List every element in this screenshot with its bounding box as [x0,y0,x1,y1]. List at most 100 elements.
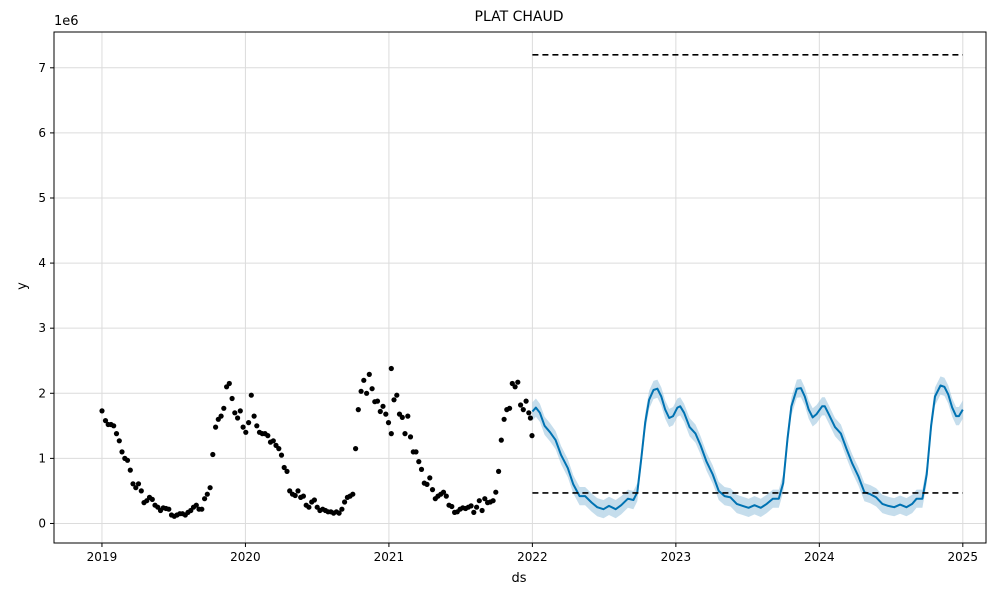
observed-point [490,498,496,504]
observed-point [468,503,474,509]
observed-point [102,418,109,424]
grid-lines [54,32,986,543]
observed-point [407,434,414,440]
observed-point [413,449,419,455]
observed-point [518,402,524,408]
plot-frame [53,31,987,544]
observed-point [405,413,411,419]
observed-point [193,502,199,508]
x-tick-label: 2021 [374,550,405,564]
observed-point [251,413,257,419]
observed-point [292,492,298,499]
y-tick-label: 1 [38,451,46,465]
observed-point [377,408,383,415]
observed-point [135,481,142,487]
observed-point [265,433,271,439]
observed-point [149,496,155,502]
observed-point [416,459,422,465]
y-tick-label: 7 [38,61,46,75]
x-tick-label: 2024 [804,550,835,564]
observed-point [300,493,306,499]
observed-point [240,424,246,430]
observed-point [130,481,136,487]
y-tick-label: 4 [38,256,46,270]
observed-point [295,488,301,494]
axes-frame [53,31,987,544]
observed-point [479,507,485,514]
x-axis-label: ds [511,571,526,586]
observed-point [512,384,518,390]
observed-point [246,420,252,426]
x-tick-label: 2023 [661,550,692,564]
observed-point [380,403,386,409]
observed-point [226,380,232,387]
y-tick-label: 6 [38,126,46,140]
observed-point [306,504,312,510]
observed-point [350,491,356,497]
observed-point [113,431,120,437]
observed-point [388,365,394,372]
y-axis-scale-label: 1e6 [54,14,79,29]
observed-point [237,408,243,414]
observed-point [278,452,285,458]
observed-point [369,386,375,392]
y-tick-label: 0 [38,516,46,530]
observed-point [482,496,488,502]
observed-point [361,377,367,383]
y-tick-label: 3 [38,321,46,335]
observed-point [213,424,219,430]
y-axis-label: y [15,282,30,290]
forecast-interval-band [532,376,963,519]
observed-point [498,437,504,443]
chart-title: PLAT CHAUD [475,9,564,25]
observed-point [284,468,290,474]
observed-point [364,390,370,396]
observed-point [402,431,408,437]
observed-point [166,506,172,512]
observed-point [366,371,372,377]
observed-point [391,397,397,403]
y-ticks: 0 1 2 3 4 5 6 7 [38,61,54,530]
series-lines [531,53,964,511]
observed-point [440,489,447,495]
observed-point [523,398,529,404]
observed-point [207,485,213,491]
observed-point [254,423,260,429]
observed-point [138,488,144,494]
observed-point [476,498,482,504]
observed-point [202,496,208,502]
x-tick-label: 2019 [87,550,118,564]
observed-points [99,365,535,519]
observed-point [342,499,348,505]
observed-point [418,466,425,472]
observed-point [199,506,205,512]
observed-point [385,420,392,426]
observed-point [383,411,389,417]
observed-point [116,438,122,444]
observed-point [232,410,238,416]
x-tick-label: 2025 [948,550,979,564]
y-tick-label: 2 [38,386,46,400]
observed-point [443,493,449,499]
observed-point [493,489,499,495]
observed-point [429,487,436,493]
observed-point [243,429,249,435]
observed-point [124,457,131,463]
observed-point [507,405,513,411]
observed-point [99,408,105,414]
observed-point [235,415,241,421]
observed-point [210,451,216,458]
observed-point [276,446,282,452]
x-tick-label: 2022 [517,550,548,564]
x-tick-label: 2020 [230,550,261,564]
observed-point [133,485,139,491]
observed-point [353,446,359,452]
observed-point [424,481,430,487]
forecast-line [531,384,964,511]
observed-point [336,510,342,516]
observed-point [281,464,287,471]
observed-point [501,416,507,422]
y-tick-label: 5 [38,191,46,205]
